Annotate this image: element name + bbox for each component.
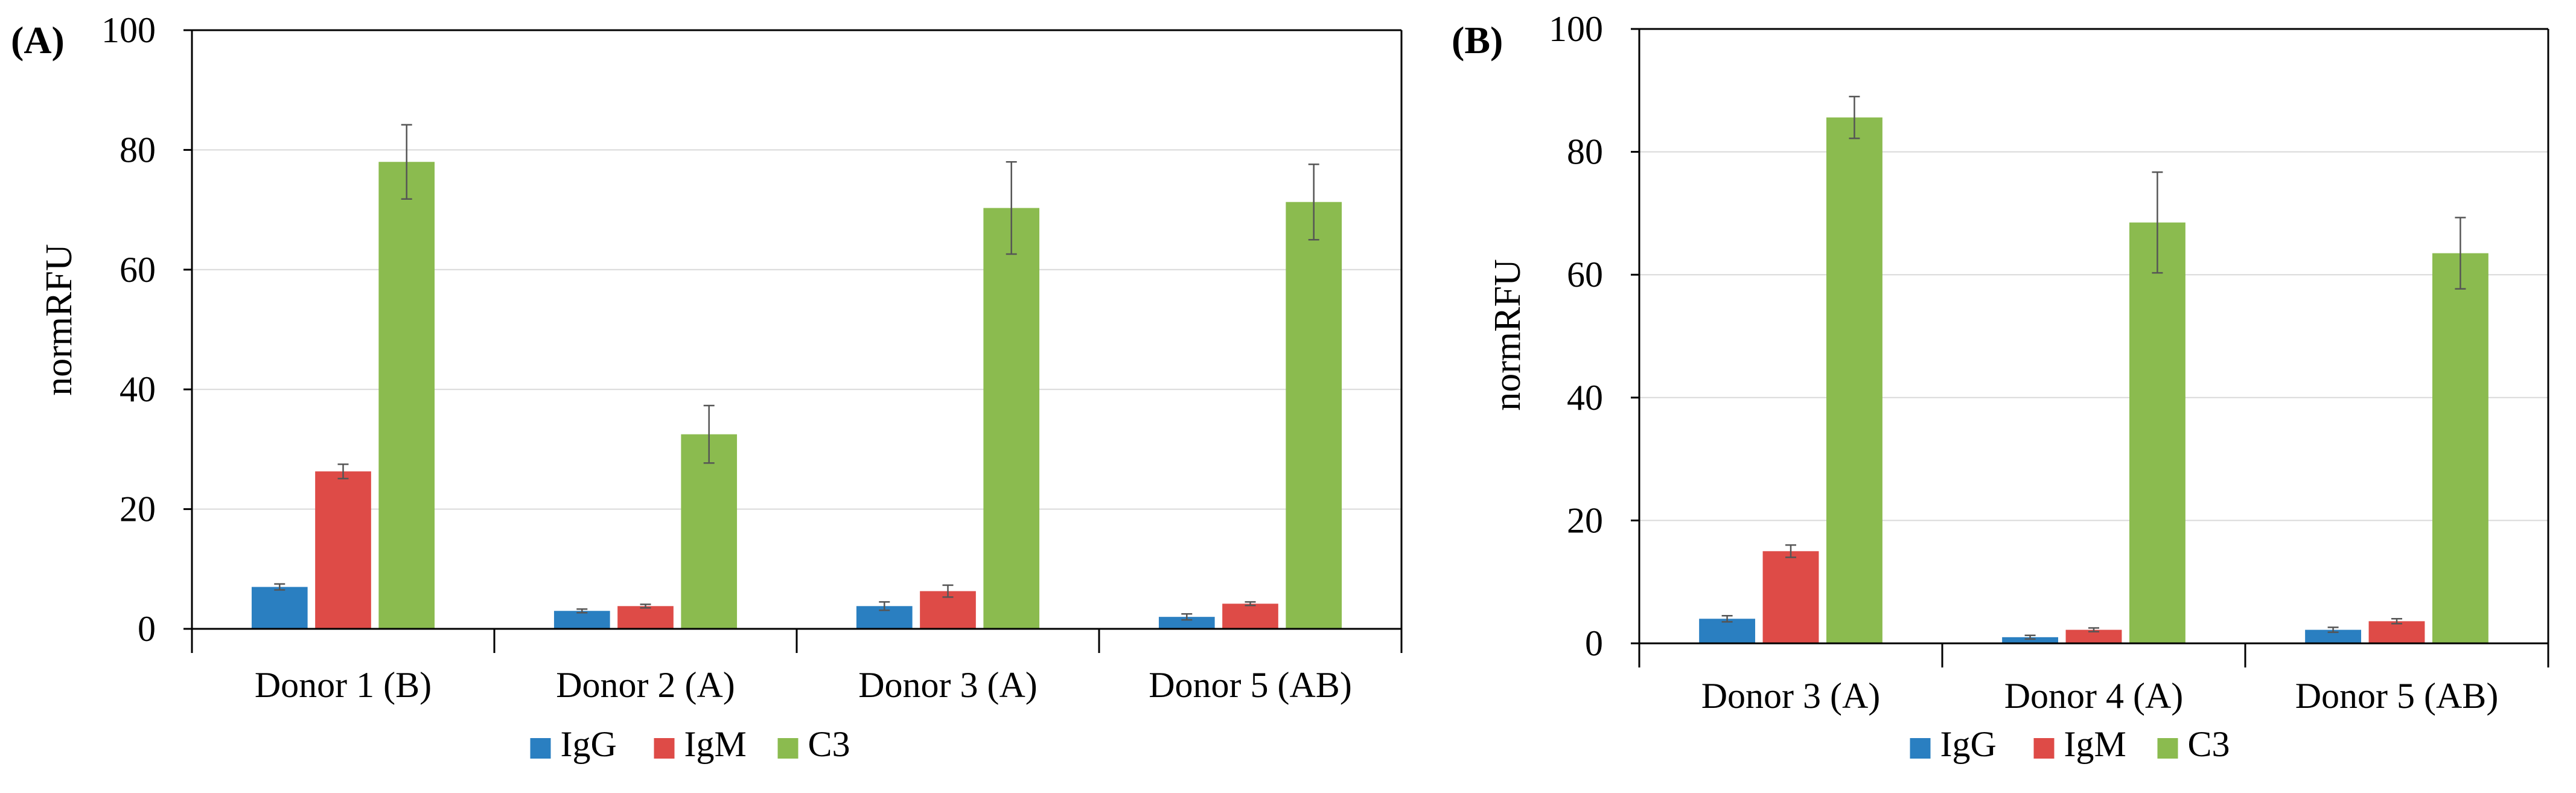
error-bar-igg-donor-1-b (274, 583, 285, 591)
y-tick-label: 100 (1549, 9, 1603, 49)
bar-igm-donor-3-a (1762, 551, 1819, 643)
axes-a (183, 29, 1403, 653)
y-tick-label: 60 (1567, 255, 1603, 295)
panel-label-a: (A) (11, 19, 65, 62)
error-bars-b (1721, 95, 2466, 640)
error-bar-igg-donor-5-ab (1181, 613, 1193, 621)
error-bar-igm-donor-3-a (942, 584, 954, 598)
bar-c3-donor-3-a (983, 208, 1040, 629)
legend-swatch-igm (654, 738, 675, 759)
chart-panel-a: (A) normRFU 0 20 40 60 80 100 Donor 1 (B… (11, 10, 1403, 764)
error-bar-c3-donor-3-a (1849, 95, 1860, 139)
legend-label: IgM (2064, 724, 2126, 764)
y-axis-label-b: normRFU (1487, 259, 1528, 410)
bar-c3-donor-1-b (378, 162, 435, 629)
legend-label: IgG (1940, 724, 1997, 764)
gridlines-b (1639, 28, 2548, 521)
bar-igm-donor-5-ab (2368, 621, 2425, 643)
bar-c3-donor-5-ab (2432, 253, 2488, 643)
y-tick-labels-a: 0 20 40 60 80 100 (101, 10, 156, 649)
bar-igm-donor-1-b (315, 471, 371, 629)
y-tick-label: 20 (1567, 500, 1603, 540)
error-bar-igm-donor-3-a (1785, 544, 1796, 558)
legend-swatch-c3 (2157, 738, 2178, 759)
gridlines-a (192, 30, 1401, 510)
x-tick-labels-b: Donor 3 (A) Donor 4 (A) Donor 5 (AB) (1701, 676, 2499, 716)
error-bar-c3-donor-2-a (703, 404, 715, 464)
bar-igg-donor-4-a (2002, 637, 2059, 643)
bar-igg-donor-5-ab (1158, 617, 1215, 629)
error-bar-igm-donor-1-b (337, 463, 349, 480)
error-bar-igm-donor-2-a (640, 604, 651, 609)
error-bar-igm-donor-5-ab (2391, 618, 2402, 625)
x-tick-label: Donor 5 (AB) (2295, 676, 2499, 716)
error-bar-igg-donor-4-a (2024, 634, 2036, 640)
error-bar-igg-donor-2-a (576, 608, 588, 614)
error-bar-igm-donor-4-a (2088, 627, 2099, 632)
bar-c3-donor-4-a (2129, 222, 2185, 643)
y-tick-label: 80 (1567, 132, 1603, 172)
legend-label: C3 (2188, 724, 2230, 764)
y-tick-label: 0 (138, 609, 156, 649)
legend-label: IgG (561, 724, 617, 764)
bar-igg-donor-1-b (251, 587, 308, 629)
error-bar-c3-donor-1-b (401, 124, 412, 200)
error-bar-igg-donor-3-a (1721, 614, 1733, 623)
legend-swatch-igm (2033, 738, 2055, 759)
chart-panel-b: (B) normRFU 0 20 40 60 80 100 Donor 3 (A… (1452, 9, 2549, 764)
error-bar-igg-donor-3-a (879, 601, 890, 611)
legend-swatch-igg (530, 738, 551, 759)
legend-label: IgM (684, 724, 747, 764)
x-tick-label: Donor 3 (A) (858, 665, 1038, 705)
y-tick-label: 100 (101, 10, 156, 50)
x-tick-label: Donor 3 (A) (1701, 676, 1881, 716)
x-tick-label: Donor 5 (AB) (1149, 665, 1352, 705)
error-bar-igm-donor-5-ab (1245, 601, 1256, 607)
bar-c3-donor-2-a (681, 434, 738, 629)
error-bars-a (274, 124, 1319, 621)
bar-igm-donor-5-ab (1222, 604, 1278, 629)
bar-igg-donor-3-a (1699, 619, 1756, 643)
legend-b: IgG IgM C3 (1910, 724, 2230, 764)
y-axis-label-a: normRFU (39, 244, 80, 395)
bar-igm-donor-4-a (2065, 629, 2122, 643)
x-tick-label: Donor 2 (A) (556, 665, 735, 705)
y-tick-labels-b: 0 20 40 60 80 100 (1549, 9, 1603, 663)
bars-a (251, 162, 1342, 629)
panel-label-b: (B) (1452, 19, 1503, 62)
x-tick-label: Donor 4 (A) (2004, 676, 2184, 716)
bar-igg-donor-5-ab (2305, 629, 2362, 643)
error-bar-c3-donor-5-ab (1308, 163, 1319, 241)
bar-c3-donor-3-a (1826, 117, 1883, 644)
legend-swatch-igg (1910, 738, 1931, 759)
y-tick-label: 60 (120, 250, 156, 290)
y-tick-label: 40 (120, 369, 156, 409)
bar-igm-donor-2-a (617, 606, 674, 629)
x-tick-labels-a: Donor 1 (B) Donor 2 (A) Donor 3 (A) Dono… (255, 665, 1352, 705)
error-bar-igg-donor-5-ab (2327, 626, 2339, 633)
legend-swatch-c3 (777, 738, 799, 759)
y-tick-label: 0 (1585, 623, 1603, 663)
y-tick-label: 20 (120, 489, 156, 529)
axes-b (1631, 28, 2549, 667)
bars-b (1699, 117, 2488, 644)
legend-a: IgG IgM C3 (530, 724, 850, 764)
error-bar-c3-donor-3-a (1006, 161, 1017, 255)
y-tick-label: 40 (1567, 378, 1603, 418)
legend-label: C3 (808, 724, 850, 764)
error-bar-c3-donor-5-ab (2455, 217, 2466, 290)
bar-igg-donor-2-a (553, 611, 610, 629)
bar-c3-donor-5-ab (1286, 202, 1342, 629)
y-tick-label: 80 (120, 130, 156, 170)
x-tick-label: Donor 1 (B) (255, 665, 432, 705)
error-bar-c3-donor-4-a (2152, 171, 2163, 274)
